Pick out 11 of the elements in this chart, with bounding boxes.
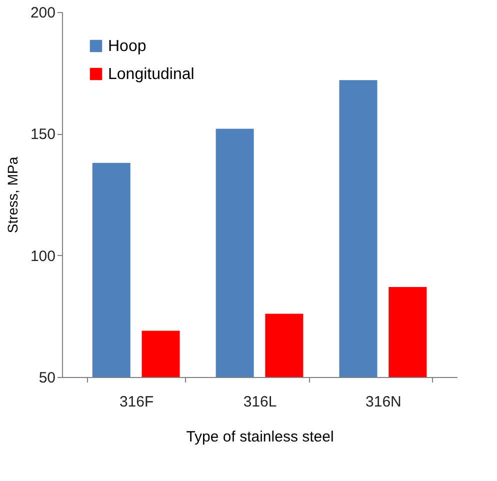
y-tick-label: 150 [30, 126, 56, 144]
x-tick-label: 316L [243, 394, 277, 410]
x-tick-label: 316N [366, 394, 402, 410]
y-axis-title: Stress, MPa [4, 156, 20, 234]
y-tick-label: 50 [38, 370, 56, 386]
y-tick-label: 200 [30, 4, 56, 22]
legend-label: Hoop [108, 38, 146, 55]
y-tick-label: 100 [30, 248, 56, 265]
legend-label: Longitudinal [108, 66, 194, 83]
x-tick-label: 316F [119, 394, 154, 410]
x-axis-title: Type of stainless steel [186, 428, 334, 446]
